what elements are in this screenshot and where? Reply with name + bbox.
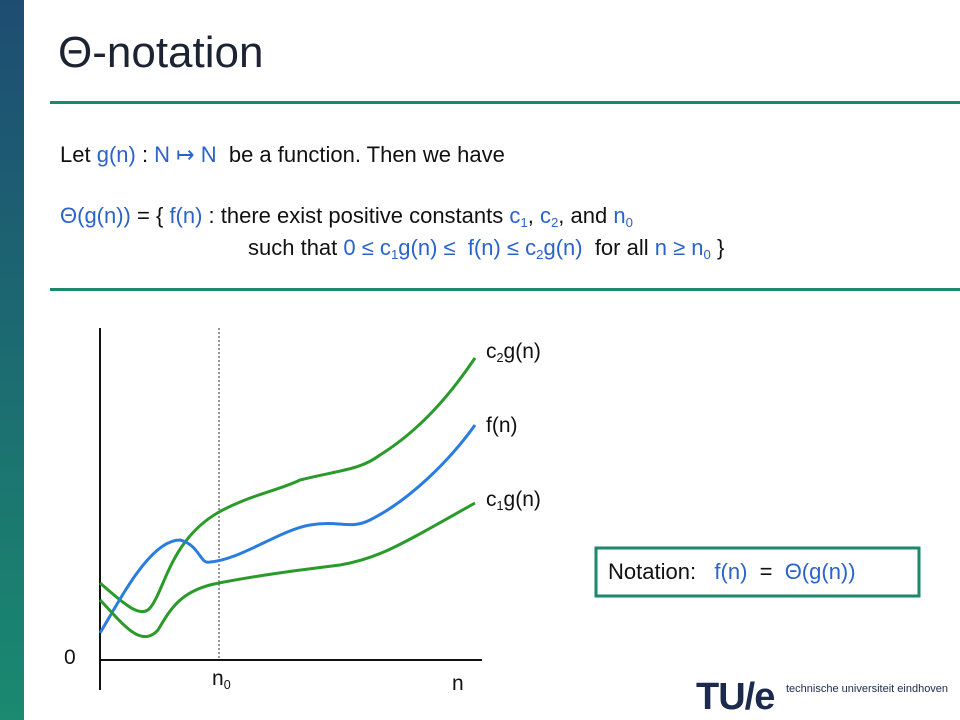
- middle-curve: [98, 424, 477, 634]
- curve-label: c1g(n): [486, 488, 541, 513]
- text-segment: such that: [248, 235, 344, 260]
- text-segment: c: [486, 488, 497, 511]
- text-segment: 2: [536, 246, 544, 262]
- text-segment: :: [135, 142, 155, 167]
- text-segment: 2: [496, 350, 504, 365]
- text-segment: c: [539, 203, 551, 228]
- text-segment: }: [710, 235, 725, 260]
- text-segment: n ≥ n: [654, 235, 704, 260]
- text-segment: n: [452, 672, 464, 695]
- text-segment: Θ(g(n)): [784, 559, 856, 584]
- text-segment: for all: [582, 235, 655, 260]
- text-segment: c: [509, 203, 521, 228]
- text-segment: be a function. Then we have: [216, 142, 505, 167]
- text-segment: f(n): [169, 203, 203, 228]
- definition-line: Let g(n) : N ↦ N be a function. Then we …: [60, 142, 505, 168]
- text-segment: 1: [496, 498, 504, 513]
- notation-box: [594, 546, 921, 598]
- slide-title: Θ-notation: [58, 28, 264, 77]
- text-segment: f(n): [486, 414, 518, 437]
- side-bar: [0, 0, 24, 720]
- logo-text: technische universiteit eindhoven: [786, 683, 949, 695]
- text-segment: ,: [527, 203, 540, 228]
- text-segment: g(n) ≤ f(n) ≤ c: [398, 235, 537, 260]
- text-segment: f(n): [714, 559, 748, 584]
- text-segment: 0: [223, 677, 231, 692]
- text-segment: Θ(g(n)): [60, 203, 131, 228]
- text-segment: 0: [625, 214, 633, 230]
- text-segment: g(n): [503, 340, 541, 363]
- text-segment: n: [613, 203, 626, 228]
- text-segment: Let: [60, 142, 97, 167]
- text-segment: N ↦ N: [154, 142, 217, 167]
- text-segment: c: [486, 340, 497, 363]
- curve-label: c2g(n): [486, 340, 541, 365]
- definition-line: such that 0 ≤ c1g(n) ≤ f(n) ≤ c2g(n) for…: [248, 235, 724, 262]
- text-segment: n: [212, 667, 224, 690]
- definition-line: Θ(g(n)) = { f(n) : there exist positive …: [60, 203, 633, 230]
- text-segment: Notation:: [608, 559, 715, 584]
- upper-curve: [99, 357, 477, 614]
- text-segment: : there exist positive constants: [202, 203, 510, 228]
- text-segment: =: [747, 559, 785, 584]
- text-segment: g(n): [503, 488, 541, 511]
- curve-label: f(n): [486, 414, 518, 438]
- lower-curve: [98, 501, 476, 638]
- text-segment: 1: [520, 214, 528, 230]
- text-segment: , and: [558, 203, 614, 228]
- origin-label: 0: [64, 646, 76, 670]
- notation-text: Notation: f(n) = Θ(g(n)): [608, 559, 856, 585]
- x-label: n: [452, 672, 464, 696]
- text-segment: g(n): [96, 142, 136, 167]
- text-segment: 2: [550, 214, 559, 230]
- n0-label: n0: [212, 667, 231, 692]
- rule: [50, 101, 960, 104]
- logo-mark: TU/e: [696, 676, 775, 718]
- rule: [50, 288, 960, 291]
- text-segment: 0: [703, 246, 711, 262]
- text-segment: 0: [64, 646, 76, 669]
- text-segment: g(n): [543, 235, 583, 260]
- text-segment: 1: [390, 246, 399, 262]
- text-segment: = {: [130, 203, 170, 228]
- text-segment: 0 ≤ c: [343, 235, 391, 260]
